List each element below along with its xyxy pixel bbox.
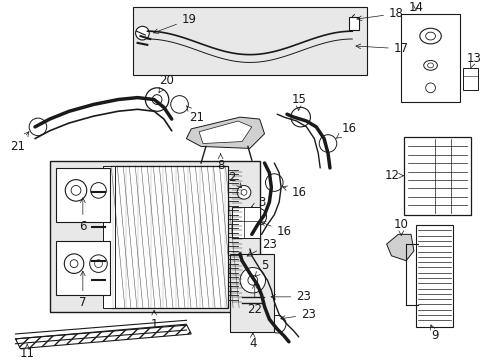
Bar <box>415 225 452 327</box>
Text: 7: 7 <box>79 271 86 309</box>
Circle shape <box>240 267 265 293</box>
Circle shape <box>235 249 252 266</box>
Circle shape <box>29 118 47 136</box>
Text: 13: 13 <box>466 52 481 68</box>
Text: 22: 22 <box>247 284 262 316</box>
Circle shape <box>241 189 246 195</box>
Text: 19: 19 <box>153 13 196 33</box>
Text: 8: 8 <box>217 154 224 172</box>
Bar <box>50 161 259 312</box>
Bar <box>111 166 228 307</box>
Circle shape <box>135 26 149 40</box>
Text: 2: 2 <box>228 171 241 188</box>
Bar <box>462 68 477 90</box>
Text: 16: 16 <box>282 186 305 199</box>
Circle shape <box>248 208 266 226</box>
Bar <box>230 254 274 332</box>
Text: 6: 6 <box>79 198 86 233</box>
Circle shape <box>94 260 102 267</box>
Text: 5: 5 <box>255 259 267 276</box>
Ellipse shape <box>419 28 440 44</box>
Text: 16: 16 <box>336 122 356 138</box>
Circle shape <box>268 315 285 333</box>
Bar <box>103 166 115 307</box>
Text: 9: 9 <box>429 325 438 342</box>
Text: 14: 14 <box>407 1 423 14</box>
Circle shape <box>145 88 168 111</box>
Text: 20: 20 <box>159 73 174 93</box>
Circle shape <box>90 183 106 198</box>
Circle shape <box>170 96 188 113</box>
Text: 21: 21 <box>186 106 203 123</box>
Bar <box>132 7 366 75</box>
Ellipse shape <box>427 63 432 68</box>
Text: 23: 23 <box>280 308 315 321</box>
Circle shape <box>290 107 310 127</box>
Circle shape <box>65 180 86 201</box>
Ellipse shape <box>425 32 434 40</box>
Text: 10: 10 <box>393 218 408 235</box>
Ellipse shape <box>423 60 436 70</box>
Circle shape <box>265 174 283 192</box>
Circle shape <box>89 255 107 273</box>
Circle shape <box>70 260 78 267</box>
Text: 23: 23 <box>270 291 310 303</box>
Bar <box>404 137 469 215</box>
Text: 15: 15 <box>291 93 305 111</box>
Polygon shape <box>386 234 413 261</box>
Polygon shape <box>186 117 264 148</box>
Circle shape <box>237 185 250 199</box>
Bar <box>349 17 359 30</box>
Bar <box>57 241 110 295</box>
Text: 1: 1 <box>150 310 158 331</box>
Text: 18: 18 <box>356 7 403 21</box>
Polygon shape <box>199 121 251 144</box>
Polygon shape <box>16 324 191 348</box>
Text: 21: 21 <box>10 132 29 153</box>
Text: 23: 23 <box>246 238 276 256</box>
Circle shape <box>64 254 83 273</box>
Text: 17: 17 <box>355 42 408 55</box>
Bar <box>232 207 259 238</box>
Text: 11: 11 <box>20 344 35 360</box>
Circle shape <box>152 95 162 104</box>
Text: 16: 16 <box>261 222 291 238</box>
Circle shape <box>425 83 434 93</box>
Circle shape <box>255 291 273 309</box>
Bar <box>57 168 110 222</box>
Circle shape <box>247 275 257 285</box>
Text: 4: 4 <box>248 333 256 350</box>
Bar <box>401 14 459 102</box>
Text: 12: 12 <box>384 169 403 182</box>
Circle shape <box>245 270 263 287</box>
Circle shape <box>319 135 336 152</box>
Circle shape <box>71 185 81 195</box>
Text: 3: 3 <box>250 195 264 208</box>
